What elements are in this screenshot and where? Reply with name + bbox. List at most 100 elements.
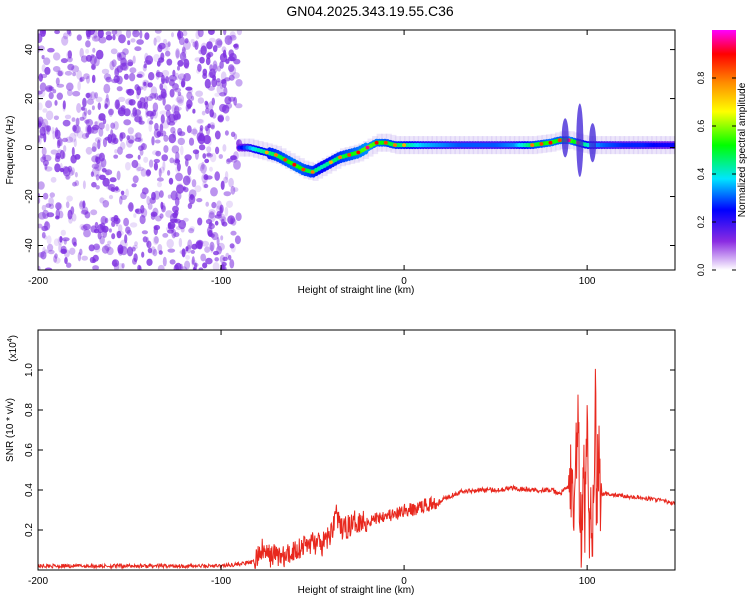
noise-speckle <box>117 96 126 102</box>
noise-speckle <box>162 96 166 106</box>
noise-speckle <box>198 267 204 270</box>
noise-speckle <box>161 154 168 162</box>
ridge-peak <box>356 150 361 155</box>
noise-speckle <box>152 102 159 112</box>
noise-speckle <box>81 255 88 261</box>
noise-speckle <box>205 125 211 136</box>
noise-speckle <box>98 36 107 44</box>
noise-speckle <box>175 49 180 60</box>
noise-speckle <box>112 134 118 141</box>
noise-speckle <box>91 163 100 169</box>
noise-speckle <box>187 203 193 209</box>
noise-speckle <box>172 83 179 91</box>
x-tick-label: -200 <box>28 576 48 587</box>
noise-speckle <box>209 64 213 72</box>
noise-speckle <box>162 256 167 267</box>
noise-speckle <box>151 191 156 201</box>
noise-speckle <box>46 125 51 136</box>
noise-speckle <box>166 58 173 66</box>
noise-speckle <box>205 107 210 114</box>
noise-speckle <box>131 134 138 142</box>
noise-speckle <box>105 93 109 103</box>
noise-speckle <box>42 192 49 200</box>
noise-speckle <box>225 115 230 122</box>
noise-speckle <box>193 262 198 270</box>
noise-speckle <box>168 133 177 144</box>
noise-speckle <box>54 100 58 106</box>
noise-speckle <box>58 243 62 253</box>
noise-speckle <box>232 72 240 79</box>
x-tick-label: 100 <box>579 576 596 587</box>
noise-speckle <box>113 75 120 83</box>
noise-speckle <box>174 262 182 270</box>
noise-speckle <box>153 225 158 236</box>
noise-speckle <box>185 86 193 91</box>
noise-speckle <box>208 211 215 219</box>
noise-speckle <box>118 263 124 270</box>
noise-speckle <box>190 128 198 135</box>
noise-speckle <box>57 236 64 245</box>
noise-speckle <box>56 92 63 100</box>
noise-speckle <box>169 218 178 223</box>
noise-speckle <box>181 78 186 88</box>
noise-speckle <box>200 42 208 52</box>
noise-speckle <box>201 110 206 116</box>
ridge-peak <box>283 158 288 162</box>
noise-speckle <box>164 104 172 111</box>
noise-speckle <box>214 171 220 181</box>
noise-speckle <box>65 201 70 209</box>
noise-speckle <box>41 232 46 239</box>
noise-speckle <box>125 153 134 159</box>
noise-speckle <box>38 223 43 229</box>
noise-speckle <box>64 174 71 179</box>
noise-speckle <box>90 54 95 58</box>
noise-speckle <box>89 55 97 65</box>
noise-speckle <box>191 243 198 250</box>
noise-speckle <box>102 200 110 208</box>
noise-speckle <box>74 171 78 178</box>
ridge-peak <box>310 170 315 174</box>
spectrogram-frame <box>37 29 676 271</box>
noise-speckle <box>134 84 140 91</box>
noise-speckle <box>182 175 191 186</box>
noise-speckle <box>43 221 51 231</box>
noise-speckle <box>146 95 153 102</box>
noise-speckle <box>102 177 110 187</box>
noise-speckle <box>184 260 191 270</box>
noise-speckle <box>155 35 161 43</box>
noise-speckle <box>162 233 169 238</box>
noise-speckle <box>40 73 48 79</box>
noise-speckle <box>54 253 58 259</box>
colorbar-tick-label: 0.0 <box>696 264 706 277</box>
noise-speckle <box>110 122 116 129</box>
noise-speckle <box>103 73 111 81</box>
noise-speckle <box>169 259 176 265</box>
noise-speckle <box>126 246 134 257</box>
noise-speckle <box>111 221 116 227</box>
noise-speckle <box>143 63 147 69</box>
noise-speckle <box>145 81 150 88</box>
noise-speckle <box>116 65 124 73</box>
noise-speckle <box>211 201 217 209</box>
noise-speckle <box>143 156 149 163</box>
noise-speckle <box>101 168 107 173</box>
noise-speckle <box>117 146 123 155</box>
noise-speckle <box>118 34 126 44</box>
noise-speckle <box>119 132 126 139</box>
noise-speckle <box>82 180 86 190</box>
noise-speckle <box>205 218 213 225</box>
ridge-disturbance <box>561 118 569 158</box>
noise-speckle <box>101 68 110 75</box>
noise-speckle <box>142 236 148 243</box>
noise-speckle <box>214 92 220 97</box>
noise-speckle <box>38 116 44 125</box>
noise-speckle <box>156 131 162 137</box>
snr-multiplier-label: (x104) <box>7 335 19 362</box>
noise-speckle <box>133 213 137 218</box>
ridge-peak <box>328 160 333 164</box>
noise-speckle <box>97 116 103 122</box>
noise-speckle <box>146 110 154 117</box>
noise-speckle <box>191 179 197 188</box>
noise-speckle <box>155 71 164 78</box>
